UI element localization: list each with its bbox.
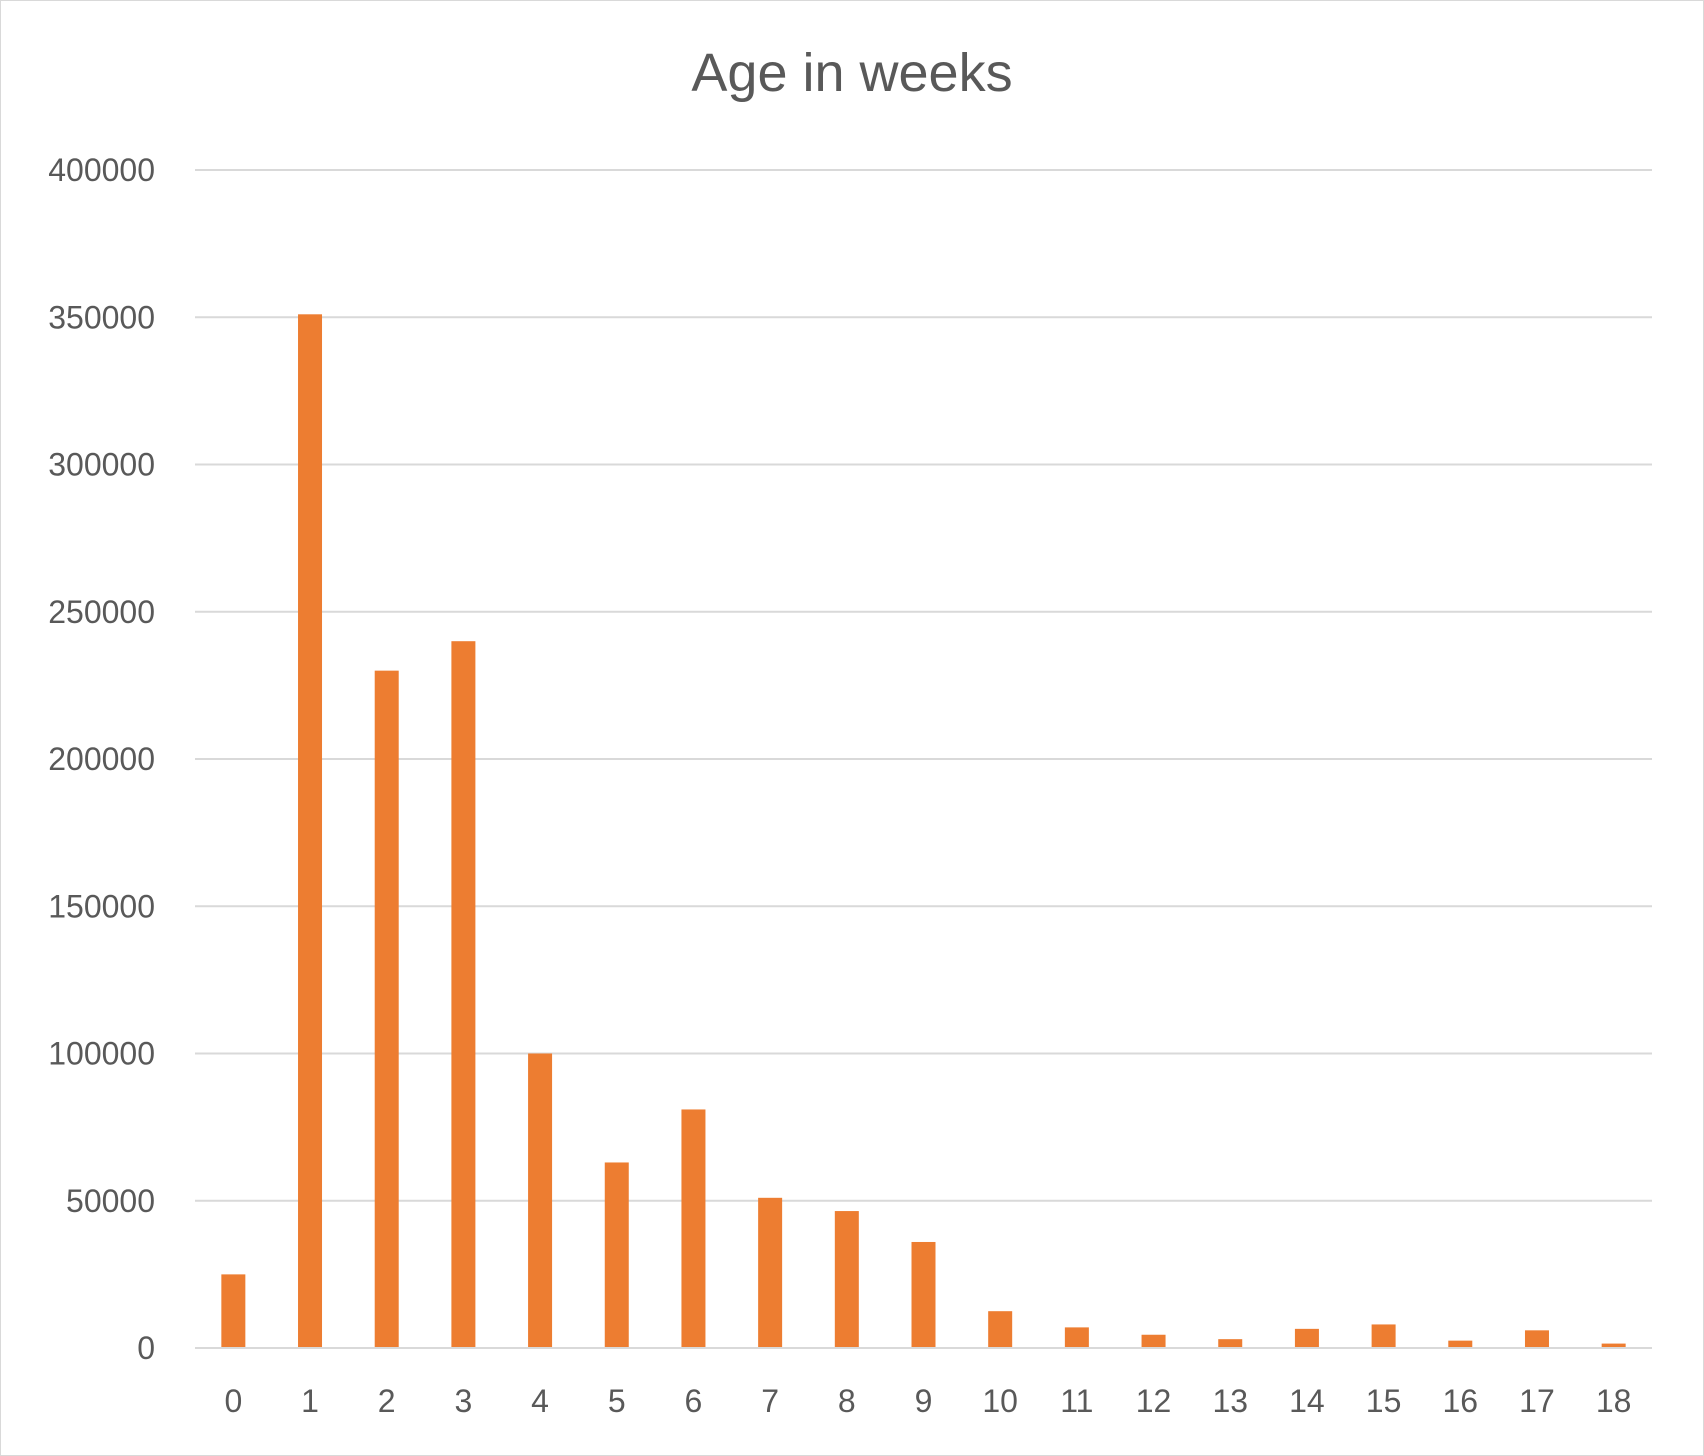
x-tick-label: 1: [301, 1383, 319, 1419]
y-tick-label: 50000: [66, 1183, 155, 1219]
bars: [221, 314, 1626, 1349]
y-tick-label: 250000: [48, 594, 155, 630]
y-tick-label: 150000: [48, 888, 155, 924]
gridlines: [195, 169, 1652, 1202]
bar: [911, 1241, 936, 1348]
x-tick-label: 17: [1519, 1383, 1555, 1419]
x-tick-label: 14: [1289, 1383, 1325, 1419]
bar: [1294, 1328, 1319, 1348]
bar: [834, 1211, 859, 1348]
bar: [681, 1109, 706, 1348]
x-tick-label: 18: [1596, 1383, 1632, 1419]
x-tick-label: 16: [1442, 1383, 1478, 1419]
x-tick-label: 9: [915, 1383, 933, 1419]
bar: [604, 1162, 629, 1348]
y-axis-ticks: 0 50000 100000 150000 200000 250000 300000 3500…: [48, 152, 155, 1366]
bar: [1601, 1343, 1626, 1348]
x-tick-label: 8: [838, 1383, 856, 1419]
x-tick-label: 5: [608, 1383, 626, 1419]
bar: [988, 1311, 1013, 1348]
x-tick-label: 15: [1366, 1383, 1402, 1419]
x-tick-label: 4: [531, 1383, 549, 1419]
y-tick-label: 100000: [48, 1036, 155, 1072]
x-tick-label: 11: [1060, 1383, 1093, 1419]
bar: [758, 1197, 783, 1348]
x-tick-label: 10: [982, 1383, 1018, 1419]
bar: [1064, 1327, 1089, 1348]
x-tick-label: 6: [685, 1383, 703, 1419]
x-tick-label: 3: [454, 1383, 472, 1419]
bar: [221, 1274, 246, 1348]
x-axis-ticks: 0 1 2 3 4 5 6 7 8 9 10 11 12 13 14 15 16 17 18: [224, 1383, 1631, 1419]
bar: [451, 641, 476, 1348]
bar: [1141, 1334, 1166, 1348]
bar: [374, 670, 399, 1348]
y-tick-label: 400000: [48, 152, 155, 188]
bar: [1218, 1339, 1243, 1348]
x-tick-label: 12: [1136, 1383, 1172, 1419]
bar: [1371, 1324, 1396, 1348]
bar: [1448, 1340, 1473, 1348]
y-tick-label: 0: [137, 1330, 155, 1366]
x-tick-label: 2: [378, 1383, 396, 1419]
bar: [298, 314, 323, 1349]
y-tick-label: 300000: [48, 447, 155, 483]
y-tick-label: 200000: [48, 741, 155, 777]
y-tick-label: 350000: [48, 299, 155, 335]
x-tick-label: 7: [761, 1383, 779, 1419]
bar: [1524, 1330, 1549, 1348]
x-tick-label: 13: [1212, 1383, 1248, 1419]
bar: [528, 1053, 553, 1348]
x-tick-label: 0: [224, 1383, 242, 1419]
chart-title: Age in weeks: [691, 43, 1013, 103]
